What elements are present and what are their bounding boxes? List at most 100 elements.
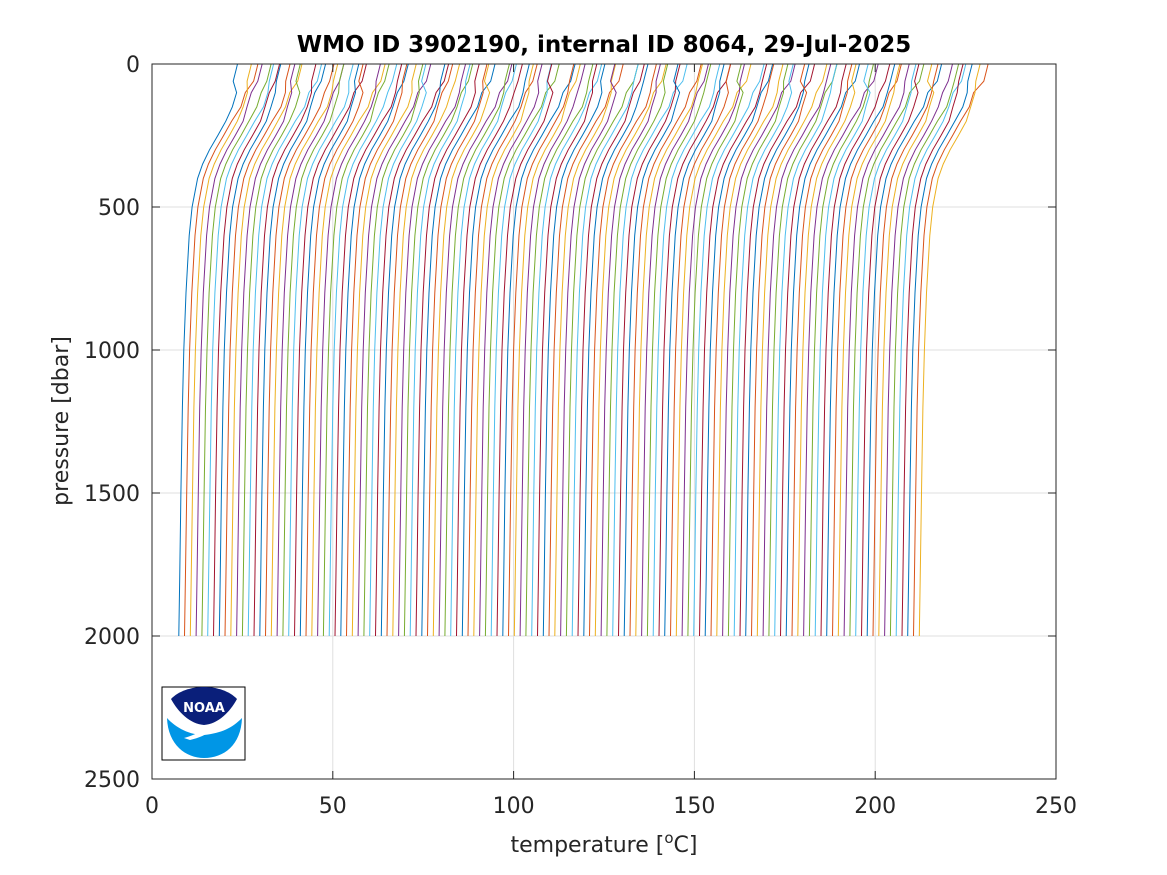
profile-line	[826, 64, 896, 637]
profile-line	[479, 64, 543, 637]
profile-lines	[178, 64, 989, 637]
profile-line	[537, 64, 598, 637]
profile-line	[299, 64, 360, 637]
logo-text: NOAA	[183, 701, 225, 716]
profile-line	[554, 64, 617, 637]
profile-line	[803, 64, 879, 637]
logo-bird-shape	[171, 687, 237, 725]
profile-line	[641, 64, 709, 637]
profile-line	[259, 64, 327, 637]
profile-line	[346, 64, 408, 637]
profile-line	[687, 64, 744, 637]
profile-line	[270, 64, 339, 637]
profile-line	[606, 64, 669, 637]
profile-line	[398, 64, 467, 637]
profile-line	[288, 64, 354, 637]
profile-line	[820, 64, 891, 637]
profile-line	[189, 64, 252, 637]
x-tick-labels: 0 50 100 150 200 250	[145, 794, 1077, 819]
profile-line	[351, 64, 417, 637]
plot-frame	[151, 63, 1057, 780]
x-tick-label: 50	[319, 794, 347, 819]
profile-line	[646, 64, 712, 637]
profile-line	[265, 64, 335, 637]
profile-line	[236, 64, 296, 637]
profile-line	[739, 64, 816, 637]
profile-line	[762, 64, 832, 637]
profile-line	[756, 64, 828, 637]
profile-line	[560, 64, 617, 637]
profile-line	[704, 64, 774, 637]
profile-line	[224, 64, 291, 637]
profile-line	[797, 64, 857, 637]
profile-line	[618, 64, 681, 637]
profile-line	[496, 64, 554, 637]
profile-line	[884, 64, 953, 637]
profile-line	[363, 64, 424, 637]
profile-line	[727, 64, 789, 637]
profile-line	[305, 64, 364, 637]
profile-line	[565, 64, 639, 637]
profile-line	[693, 64, 765, 637]
profile-line	[629, 64, 702, 637]
profile-line	[751, 64, 808, 637]
profile-line	[467, 64, 538, 637]
profile-line	[450, 64, 517, 637]
profile-line	[733, 64, 794, 637]
noaa-logo: NOAA	[161, 686, 246, 761]
profile-line	[461, 64, 530, 637]
profile-line	[415, 64, 480, 637]
profile-line	[699, 64, 768, 637]
profile-line	[369, 64, 427, 637]
profile-line	[519, 64, 586, 637]
profile-line	[513, 64, 581, 637]
profile-line	[207, 64, 275, 637]
y-tick-label: 1500	[84, 482, 140, 507]
profile-line	[195, 64, 263, 637]
profile-line	[218, 64, 282, 637]
profile-line	[409, 64, 471, 637]
profile-line	[178, 64, 238, 637]
y-axis-label: pressure [dbar]	[49, 336, 74, 506]
x-axis-label: temperature [oC]	[510, 829, 697, 858]
profile-line	[490, 64, 552, 637]
profile-line	[525, 64, 594, 637]
profile-line	[508, 64, 575, 637]
profile-line	[328, 64, 398, 637]
y-tick-label: 2000	[84, 625, 140, 650]
profile-line	[901, 64, 964, 637]
profile-line	[745, 64, 810, 637]
profile-line	[583, 64, 649, 637]
profile-line	[670, 64, 731, 637]
profile-line	[247, 64, 323, 637]
profile-line	[907, 64, 973, 637]
profile-line	[658, 64, 732, 637]
profile-line	[201, 64, 272, 637]
profile-line	[600, 64, 661, 637]
profile-line	[768, 64, 838, 637]
profile-line	[380, 64, 446, 637]
profile-line	[456, 64, 523, 637]
profile-line	[780, 64, 847, 637]
y-tick-label: 1000	[84, 339, 140, 364]
profile-line	[571, 64, 639, 637]
y-tick-label: 0	[126, 53, 140, 78]
profile-line	[623, 64, 681, 637]
profile-line	[664, 64, 725, 637]
profile-line	[774, 64, 838, 637]
profile-line	[502, 64, 576, 637]
profile-line	[675, 64, 752, 637]
profile-line	[427, 64, 488, 637]
x-tick-label: 200	[854, 794, 896, 819]
profile-line	[710, 64, 775, 637]
profile-line	[311, 64, 386, 637]
profile-line	[184, 64, 259, 637]
profile-line	[403, 64, 474, 637]
profile-line	[322, 64, 390, 637]
profile-line	[386, 64, 454, 637]
profile-line	[635, 64, 703, 637]
y-tick-label: 2500	[84, 768, 140, 793]
profile-line	[895, 64, 967, 637]
profile-line	[594, 64, 667, 637]
